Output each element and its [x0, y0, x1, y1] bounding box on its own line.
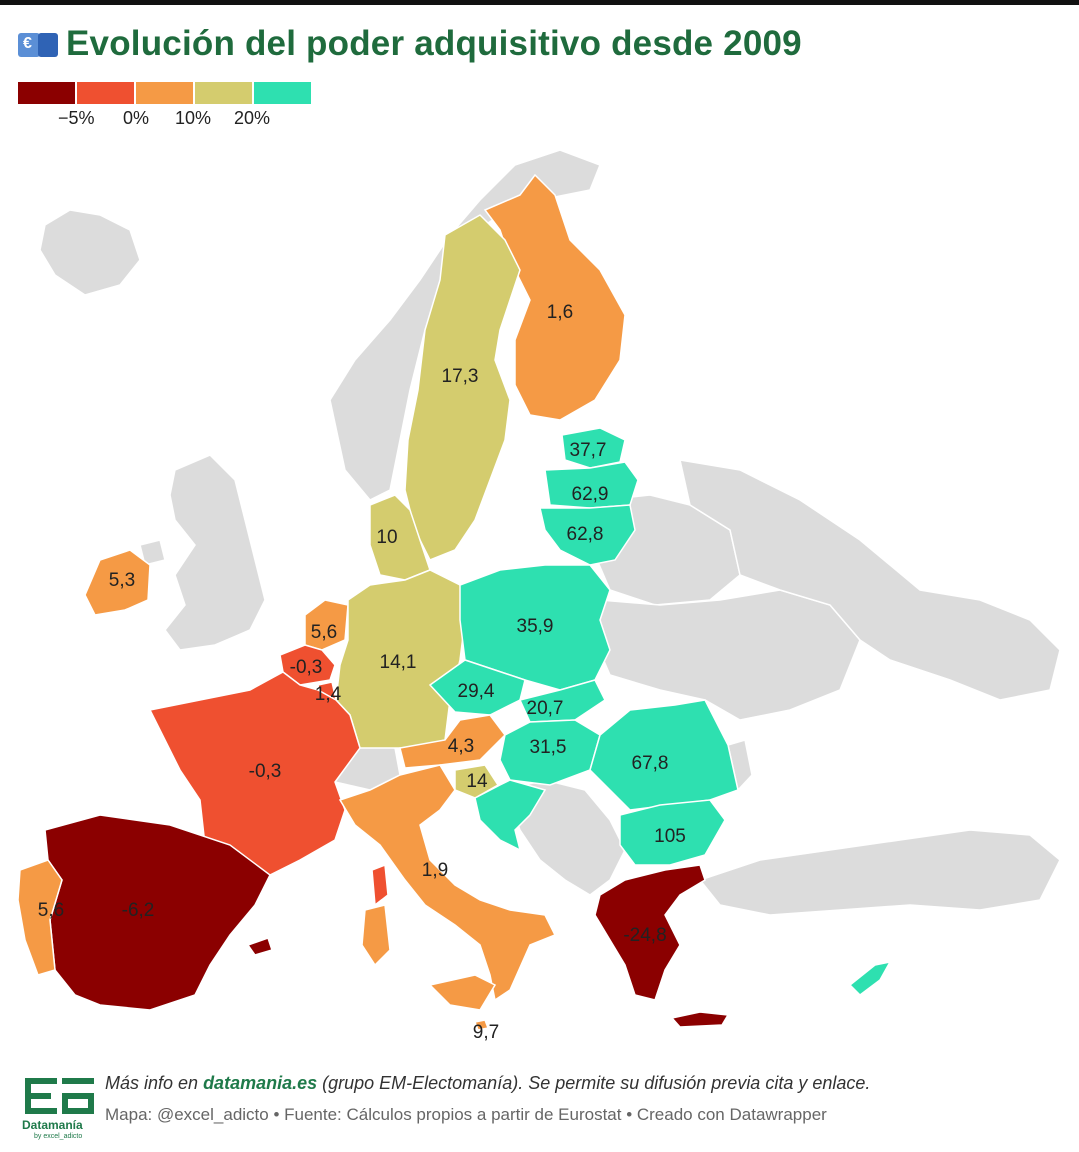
region-corsica	[371, 863, 389, 907]
region-malta	[473, 1019, 490, 1031]
region-crete	[670, 1011, 730, 1028]
label-greece: -24,8	[623, 925, 666, 946]
datamania-logo[interactable]	[22, 1072, 96, 1144]
legend-label-2: 0%	[123, 108, 150, 128]
label-portugal: 5,6	[38, 900, 64, 921]
region-bulgaria	[619, 799, 726, 866]
label-belgium: -0,3	[290, 657, 323, 678]
label-latvia: 62,9	[572, 484, 609, 505]
legend-swatch-1	[18, 82, 75, 104]
region-russia	[679, 459, 1061, 701]
label-bulgaria: 105	[654, 826, 686, 847]
region-latvia	[544, 461, 639, 509]
region-czechia	[428, 659, 526, 716]
label-spain: -6,2	[122, 900, 155, 921]
footer-link[interactable]: datamania.es	[203, 1073, 318, 1093]
legend-swatch-4	[195, 82, 252, 104]
label-luxembourg: 1,4	[315, 684, 342, 705]
europe-map: 1,6 17,3 37,7 62,9 62,8 10 5,3 5,6 -0,3 …	[17, 149, 1061, 1043]
logo-sub: by excel_adicto	[34, 1133, 83, 1140]
legend-label-4: 20%	[234, 108, 271, 128]
label-malta: 9,7	[473, 1022, 499, 1043]
legend-labels: −5% 0% 10% 20%	[18, 108, 318, 130]
label-romania: 67,8	[632, 753, 669, 774]
label-slovakia: 20,7	[527, 698, 564, 719]
region-sardinia	[361, 904, 391, 967]
map-title: Evolución del poder adquisitivo desde 20…	[66, 24, 802, 63]
region-italy	[338, 764, 557, 1002]
region-northern-ireland	[139, 539, 166, 566]
label-czechia: 29,4	[458, 681, 495, 702]
region-croatia	[474, 779, 547, 852]
region-romania	[589, 699, 739, 811]
label-hungary: 31,5	[530, 737, 567, 758]
legend-label-3: 10%	[175, 108, 212, 128]
label-ireland: 5,3	[109, 570, 135, 591]
region-lithuania	[539, 504, 636, 566]
region-uk	[164, 454, 266, 651]
legend-swatch-5	[254, 82, 311, 104]
legend-swatch-2	[77, 82, 134, 104]
region-sicily	[428, 974, 497, 1011]
label-slovenia: 14	[466, 771, 488, 792]
label-austria: 4,3	[448, 736, 474, 757]
region-turkey	[698, 829, 1061, 916]
footer-info-pre: Más info en	[105, 1073, 204, 1093]
label-estonia: 37,7	[570, 440, 607, 461]
footer-info: Más info en datamania.es (grupo EM-Elect…	[105, 1073, 870, 1094]
label-netherlands: 5,6	[311, 622, 337, 643]
region-france	[148, 671, 361, 876]
label-poland: 35,9	[517, 616, 554, 637]
footer-credits: Mapa: @excel_adicto • Fuente: Cálculos p…	[105, 1105, 827, 1124]
region-estonia	[561, 427, 626, 469]
color-legend	[18, 82, 313, 104]
logo-name: Datamanía	[22, 1118, 83, 1132]
region-finland	[483, 173, 626, 421]
region-ukraine	[594, 589, 861, 721]
label-sweden: 17,3	[442, 366, 479, 387]
legend-swatch-3	[136, 82, 193, 104]
label-denmark: 10	[376, 527, 397, 548]
region-ireland	[84, 549, 151, 616]
label-finland: 1,6	[547, 302, 573, 323]
region-balearic	[246, 937, 273, 956]
region-cyprus	[848, 960, 892, 996]
region-germany	[335, 569, 466, 749]
region-sweden	[404, 214, 521, 561]
top-border	[0, 0, 1079, 5]
legend-label-1: −5%	[58, 108, 95, 128]
region-portugal	[17, 859, 63, 976]
region-balkans	[504, 779, 626, 896]
region-iceland	[39, 209, 141, 296]
euro-card-icon: €	[18, 30, 60, 58]
header: € Evolución del poder adquisitivo desde …	[18, 22, 802, 66]
region-greece	[594, 864, 706, 1001]
label-germany: 14,1	[380, 652, 417, 673]
label-lithuania: 62,8	[567, 524, 604, 545]
label-france: -0,3	[249, 761, 282, 782]
label-italy: 1,9	[422, 860, 448, 881]
footer-info-post: (grupo EM-Electomanía). Se permite su di…	[317, 1073, 871, 1093]
